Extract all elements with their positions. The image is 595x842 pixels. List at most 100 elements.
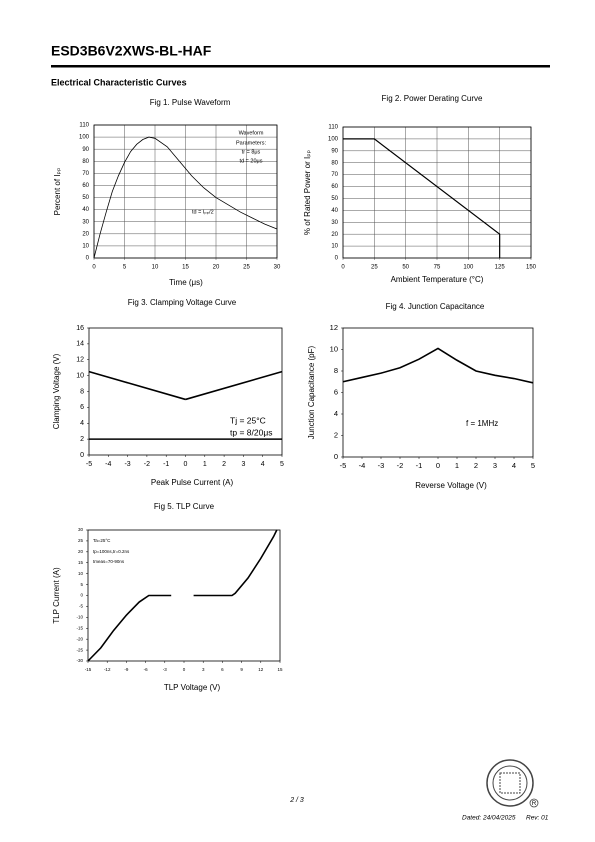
y-tick-label: -30 bbox=[76, 658, 83, 663]
annotation: f = 1MHz bbox=[466, 419, 498, 428]
annotation: Ta=25°C bbox=[93, 538, 111, 543]
y-tick-label: 60 bbox=[331, 184, 338, 190]
x-tick-label: 50 bbox=[402, 265, 409, 271]
x-axis-label: Reverse Voltage (V) bbox=[415, 481, 487, 490]
y-tick-label: 30 bbox=[82, 219, 89, 225]
x-tick-label: -4 bbox=[105, 461, 111, 468]
annotation: tp = 8/20μs bbox=[230, 427, 272, 437]
y-tick-label: 5 bbox=[80, 582, 83, 587]
revision: Rev: 01 bbox=[526, 815, 549, 822]
x-tick-label: 0 bbox=[184, 461, 188, 468]
y-tick-label: 15 bbox=[78, 560, 84, 565]
chart-title: Fig 1. Pulse Waveform bbox=[150, 98, 231, 107]
y-tick-label: 8 bbox=[334, 366, 338, 375]
x-tick-label: 4 bbox=[512, 461, 516, 470]
x-tick-label: -3 bbox=[378, 461, 385, 470]
y-tick-label: 100 bbox=[328, 136, 339, 142]
y-tick-label: 40 bbox=[82, 207, 89, 213]
plot-frame bbox=[93, 124, 278, 259]
x-tick-label: 15 bbox=[182, 265, 189, 271]
x-tick-label: -9 bbox=[124, 667, 128, 672]
y-tick-label: 70 bbox=[82, 171, 89, 177]
x-tick-label: 2 bbox=[474, 461, 478, 470]
x-tick-label: -1 bbox=[416, 461, 423, 470]
y-tick-label: 14 bbox=[76, 341, 84, 348]
annotation: td = 20μs bbox=[240, 158, 263, 164]
x-tick-label: -2 bbox=[397, 461, 404, 470]
y-tick-label: 0 bbox=[86, 256, 90, 262]
x-tick-label: 0 bbox=[341, 265, 345, 271]
x-tick-label: 5 bbox=[123, 265, 127, 271]
x-tick-label: 5 bbox=[531, 461, 535, 470]
x-tick-label: 30 bbox=[274, 265, 281, 271]
chart-title: Fig 3. Clamping Voltage Curve bbox=[128, 298, 237, 307]
page-number: 2 / 3 bbox=[289, 797, 304, 804]
x-tick-label: 4 bbox=[261, 461, 265, 468]
svg-text:R: R bbox=[532, 801, 537, 807]
x-tick-label: -4 bbox=[359, 461, 366, 470]
x-tick-label: -15 bbox=[85, 667, 92, 672]
y-tick-label: 60 bbox=[82, 183, 89, 189]
annotation: td = Iₚₚ/2 bbox=[192, 209, 214, 215]
y-tick-label: 10 bbox=[82, 243, 89, 249]
date: Dated: 24/04/2025 bbox=[462, 815, 516, 822]
data-line bbox=[185, 370, 283, 401]
x-tick-label: 25 bbox=[243, 265, 250, 271]
y-axis-label: Junction Capacitance (pF) bbox=[307, 345, 316, 439]
y-tick-label: 50 bbox=[82, 195, 89, 201]
x-axis-label: Time (μs) bbox=[169, 278, 203, 287]
x-tick-label: 0 bbox=[436, 461, 440, 470]
y-tick-label: 40 bbox=[331, 208, 338, 214]
data-line bbox=[93, 136, 278, 259]
y-tick-label: 20 bbox=[331, 232, 338, 238]
y-tick-label: 6 bbox=[80, 404, 84, 411]
plot-frame bbox=[342, 126, 532, 259]
y-tick-label: 50 bbox=[331, 196, 338, 202]
annotation: tmeas=70-90ns bbox=[93, 559, 125, 564]
y-axis-label: Percent of Iₚₚ bbox=[53, 168, 62, 216]
x-tick-label: -5 bbox=[86, 461, 92, 468]
y-tick-label: 110 bbox=[328, 125, 338, 131]
x-tick-label: 0 bbox=[92, 265, 96, 271]
y-tick-label: 20 bbox=[82, 231, 89, 237]
y-tick-label: 70 bbox=[331, 172, 338, 178]
annotation: Tj = 25°C bbox=[230, 415, 266, 425]
x-tick-label: 2 bbox=[222, 461, 226, 468]
y-tick-label: 25 bbox=[78, 538, 84, 543]
y-tick-label: 110 bbox=[79, 123, 89, 129]
y-tick-label: -25 bbox=[76, 647, 83, 652]
y-tick-label: 0 bbox=[335, 256, 339, 262]
chart-title: Fig 5. TLP Curve bbox=[154, 502, 215, 511]
x-tick-label: 0 bbox=[183, 667, 186, 672]
y-tick-label: 0 bbox=[80, 593, 83, 598]
x-tick-label: 3 bbox=[202, 667, 205, 672]
x-tick-label: 5 bbox=[280, 461, 284, 468]
y-tick-label: 12 bbox=[76, 357, 84, 364]
x-tick-label: 125 bbox=[495, 265, 506, 271]
x-tick-label: -6 bbox=[144, 667, 148, 672]
y-tick-label: 6 bbox=[334, 387, 338, 396]
y-tick-label: 16 bbox=[76, 325, 84, 332]
y-axis-label: % of Rated Power or Iₚₚ bbox=[303, 150, 312, 235]
y-tick-label: 20 bbox=[78, 549, 84, 554]
y-axis-label: TLP Current (A) bbox=[52, 567, 61, 624]
data-line bbox=[88, 370, 186, 401]
y-tick-label: -5 bbox=[79, 604, 83, 609]
x-tick-label: 12 bbox=[258, 667, 264, 672]
plot-frame bbox=[87, 529, 281, 662]
y-tick-label: 30 bbox=[78, 527, 84, 532]
x-tick-label: -12 bbox=[104, 667, 111, 672]
y-tick-label: 90 bbox=[82, 147, 89, 153]
x-tick-label: 3 bbox=[241, 461, 245, 468]
y-tick-label: 0 bbox=[80, 452, 84, 459]
x-tick-label: 20 bbox=[213, 265, 220, 271]
header-rule bbox=[51, 65, 550, 68]
doc-title: ESD3B6V2XWS-BL-HAF bbox=[51, 43, 212, 59]
x-tick-label: 3 bbox=[493, 461, 497, 470]
x-tick-label: 25 bbox=[371, 265, 378, 271]
x-tick-label: -3 bbox=[163, 667, 167, 672]
y-tick-label: 10 bbox=[330, 344, 338, 353]
logo: R bbox=[486, 759, 539, 808]
